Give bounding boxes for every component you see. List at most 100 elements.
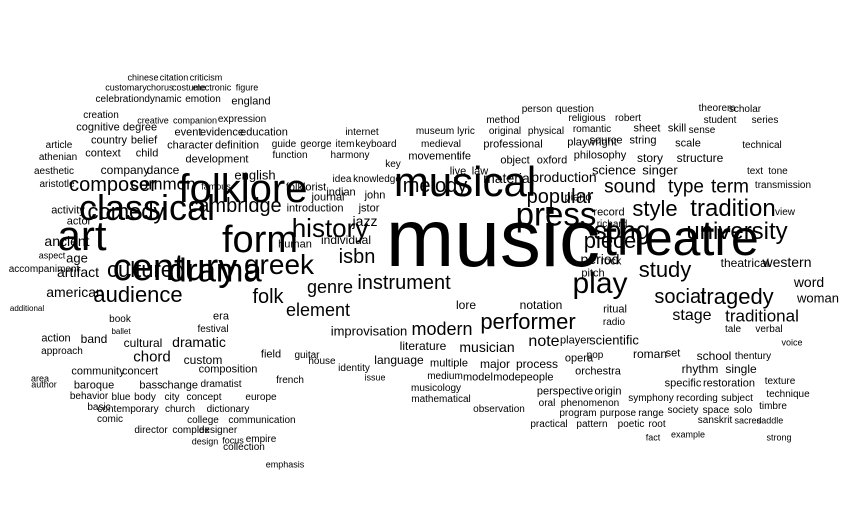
word-production: production [531, 170, 596, 184]
word-philosophy: philosophy [574, 151, 627, 162]
word-modern: modern [411, 320, 472, 338]
word-dynamic: dynamic [144, 95, 181, 105]
word-lyric: lyric [457, 127, 475, 137]
word-instrument: instrument [357, 273, 450, 293]
word-oral: oral [539, 399, 556, 409]
word-era: era [213, 312, 229, 323]
word-question: question [556, 105, 594, 115]
word-george: george [300, 140, 331, 150]
word-skill: skill [668, 124, 686, 135]
word-ancient: ancient [44, 234, 89, 248]
word-function: function [272, 151, 307, 161]
word-festival: festival [197, 325, 228, 335]
word-author: author [31, 381, 57, 390]
word-emotion: emotion [185, 95, 221, 105]
word-scale: scale [675, 139, 701, 150]
word-theatrical: theatrical [721, 257, 770, 269]
word-life: life [457, 152, 471, 163]
word-definition: definition [215, 141, 259, 152]
word-perspective: perspective [537, 387, 593, 398]
word-item: item [336, 140, 355, 150]
word-greek: greek [244, 251, 314, 279]
word-guide: guide [272, 140, 296, 150]
word-western: western [762, 255, 811, 269]
word-note: note [528, 334, 559, 350]
word-belief: belief [131, 136, 157, 147]
word-text: text [747, 167, 763, 177]
word-simple: saddle [757, 417, 784, 426]
word-chorus: chorus [146, 84, 173, 93]
word-focus: focus [222, 437, 244, 446]
word-aspect: aspect [39, 252, 66, 261]
word-voice: voice [781, 339, 802, 348]
word-harmony: harmony [331, 151, 370, 161]
word-education: education [240, 128, 288, 139]
word-recording: recording [676, 394, 718, 404]
word-house: house [308, 357, 335, 367]
word-original: original [489, 127, 521, 137]
word-origin: origin [595, 387, 622, 398]
word-study: study [639, 259, 692, 281]
word-key: key [385, 160, 401, 170]
word-solo: solo [734, 406, 752, 416]
word-woman: woman [797, 292, 839, 305]
word-cognitive: cognitive [76, 123, 119, 134]
word-multiple: multiple [430, 359, 468, 370]
word-cultural: cultural [124, 337, 163, 349]
word-transmission: transmission [755, 181, 811, 191]
word-lore: lore [456, 299, 476, 311]
word-word: word [794, 275, 824, 289]
word-introduction: introduction [287, 204, 344, 215]
word-physical: physical [528, 127, 564, 137]
word-bass: bass [139, 381, 162, 392]
word-famous: famous [201, 183, 231, 192]
word-religious: religious [568, 114, 605, 124]
word-customary: customary [105, 84, 147, 93]
word-live: live [450, 167, 467, 178]
word-series: series [752, 116, 779, 126]
word-audience: audience [93, 284, 182, 306]
word-composition: composition [199, 365, 258, 376]
word-costume: costume [172, 84, 206, 93]
word-pattern: pattern [576, 420, 607, 430]
word-museum: museum [416, 127, 454, 137]
word-professional: professional [483, 140, 542, 151]
word-blue: blue [112, 393, 131, 403]
word-tale: tale [725, 325, 741, 335]
word-romantic: romantic [573, 125, 611, 135]
word-practical: practical [530, 420, 567, 430]
word-texture: texture [765, 377, 796, 387]
word-school: school [697, 350, 732, 362]
word-example: example [671, 431, 705, 440]
word-string: string [630, 136, 657, 147]
word-band: band [81, 333, 108, 345]
word-observation: observation [473, 405, 525, 415]
word-issue: issue [364, 374, 385, 383]
word-tragedy: tragedy [700, 286, 773, 308]
word-ritual: ritual [603, 305, 627, 316]
word-literature: literature [400, 340, 447, 352]
word-french: french [276, 376, 304, 386]
word-symphony: symphony [628, 394, 674, 404]
word-science: science [592, 164, 636, 177]
word-society: society [667, 406, 698, 416]
word-medium: medium [427, 372, 463, 382]
word-emphasis: emphasis [266, 461, 305, 470]
word-english: english [234, 169, 275, 182]
word-concert: concert [122, 367, 158, 378]
word-sense: sense [689, 126, 716, 136]
word-type: type [668, 178, 704, 197]
word-folk: folk [252, 287, 283, 307]
word-strong: strong [766, 434, 791, 443]
word-pop: pop [587, 351, 604, 361]
word-object: object [500, 156, 529, 167]
word-timbre: timbre [759, 402, 787, 412]
word-human: human [278, 240, 312, 251]
word-oxford: oxford [537, 156, 568, 167]
word-book: book [109, 315, 131, 325]
word-process: process [516, 358, 558, 370]
word-company: company [101, 164, 150, 176]
word-europe: europe [245, 393, 276, 403]
word-athenian: athenian [39, 153, 77, 163]
